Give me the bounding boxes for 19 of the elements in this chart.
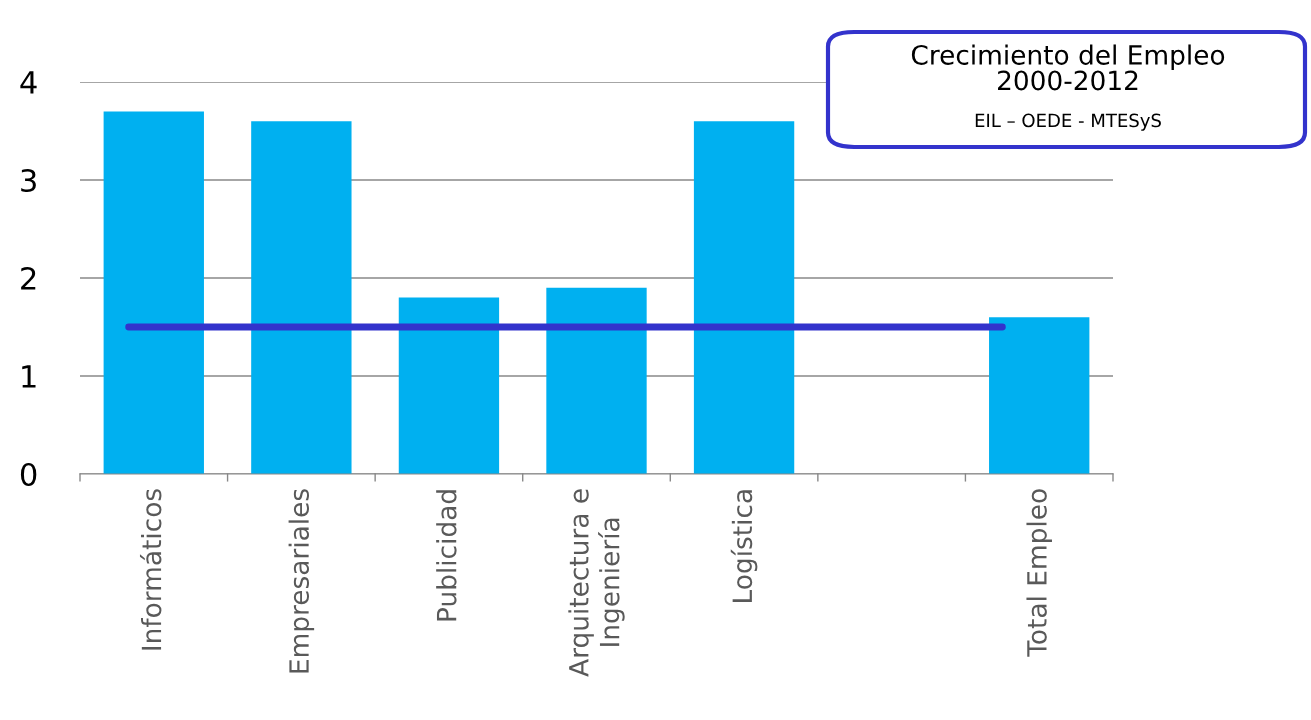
bar bbox=[693, 121, 795, 474]
bar bbox=[251, 121, 352, 474]
x-tick-label: Empresariales bbox=[288, 489, 315, 673]
x-tick-label: Total Empleo bbox=[1026, 489, 1052, 657]
bar bbox=[398, 297, 500, 474]
bar bbox=[989, 317, 1090, 474]
annotation: EIL – OEDE - MTESyS bbox=[975, 113, 1161, 131]
y-tick-label: 2 bbox=[21, 266, 36, 290]
x-tick-label: Arquitectura e Ingeniería bbox=[568, 489, 625, 677]
x-tick-label: Publicidad bbox=[436, 490, 457, 621]
chart-title: Crecimiento del Empleo 2000-2012 bbox=[911, 44, 1225, 91]
y-tick-label: 1 bbox=[22, 365, 36, 388]
bar bbox=[546, 287, 647, 474]
y-tick-label: 4 bbox=[20, 71, 37, 94]
x-tick-label: Informáticos bbox=[139, 489, 162, 650]
bar bbox=[103, 111, 204, 474]
y-tick-label: 0 bbox=[20, 462, 37, 487]
x-tick-label: Logística bbox=[730, 490, 758, 602]
y-tick-label: 3 bbox=[21, 168, 36, 193]
